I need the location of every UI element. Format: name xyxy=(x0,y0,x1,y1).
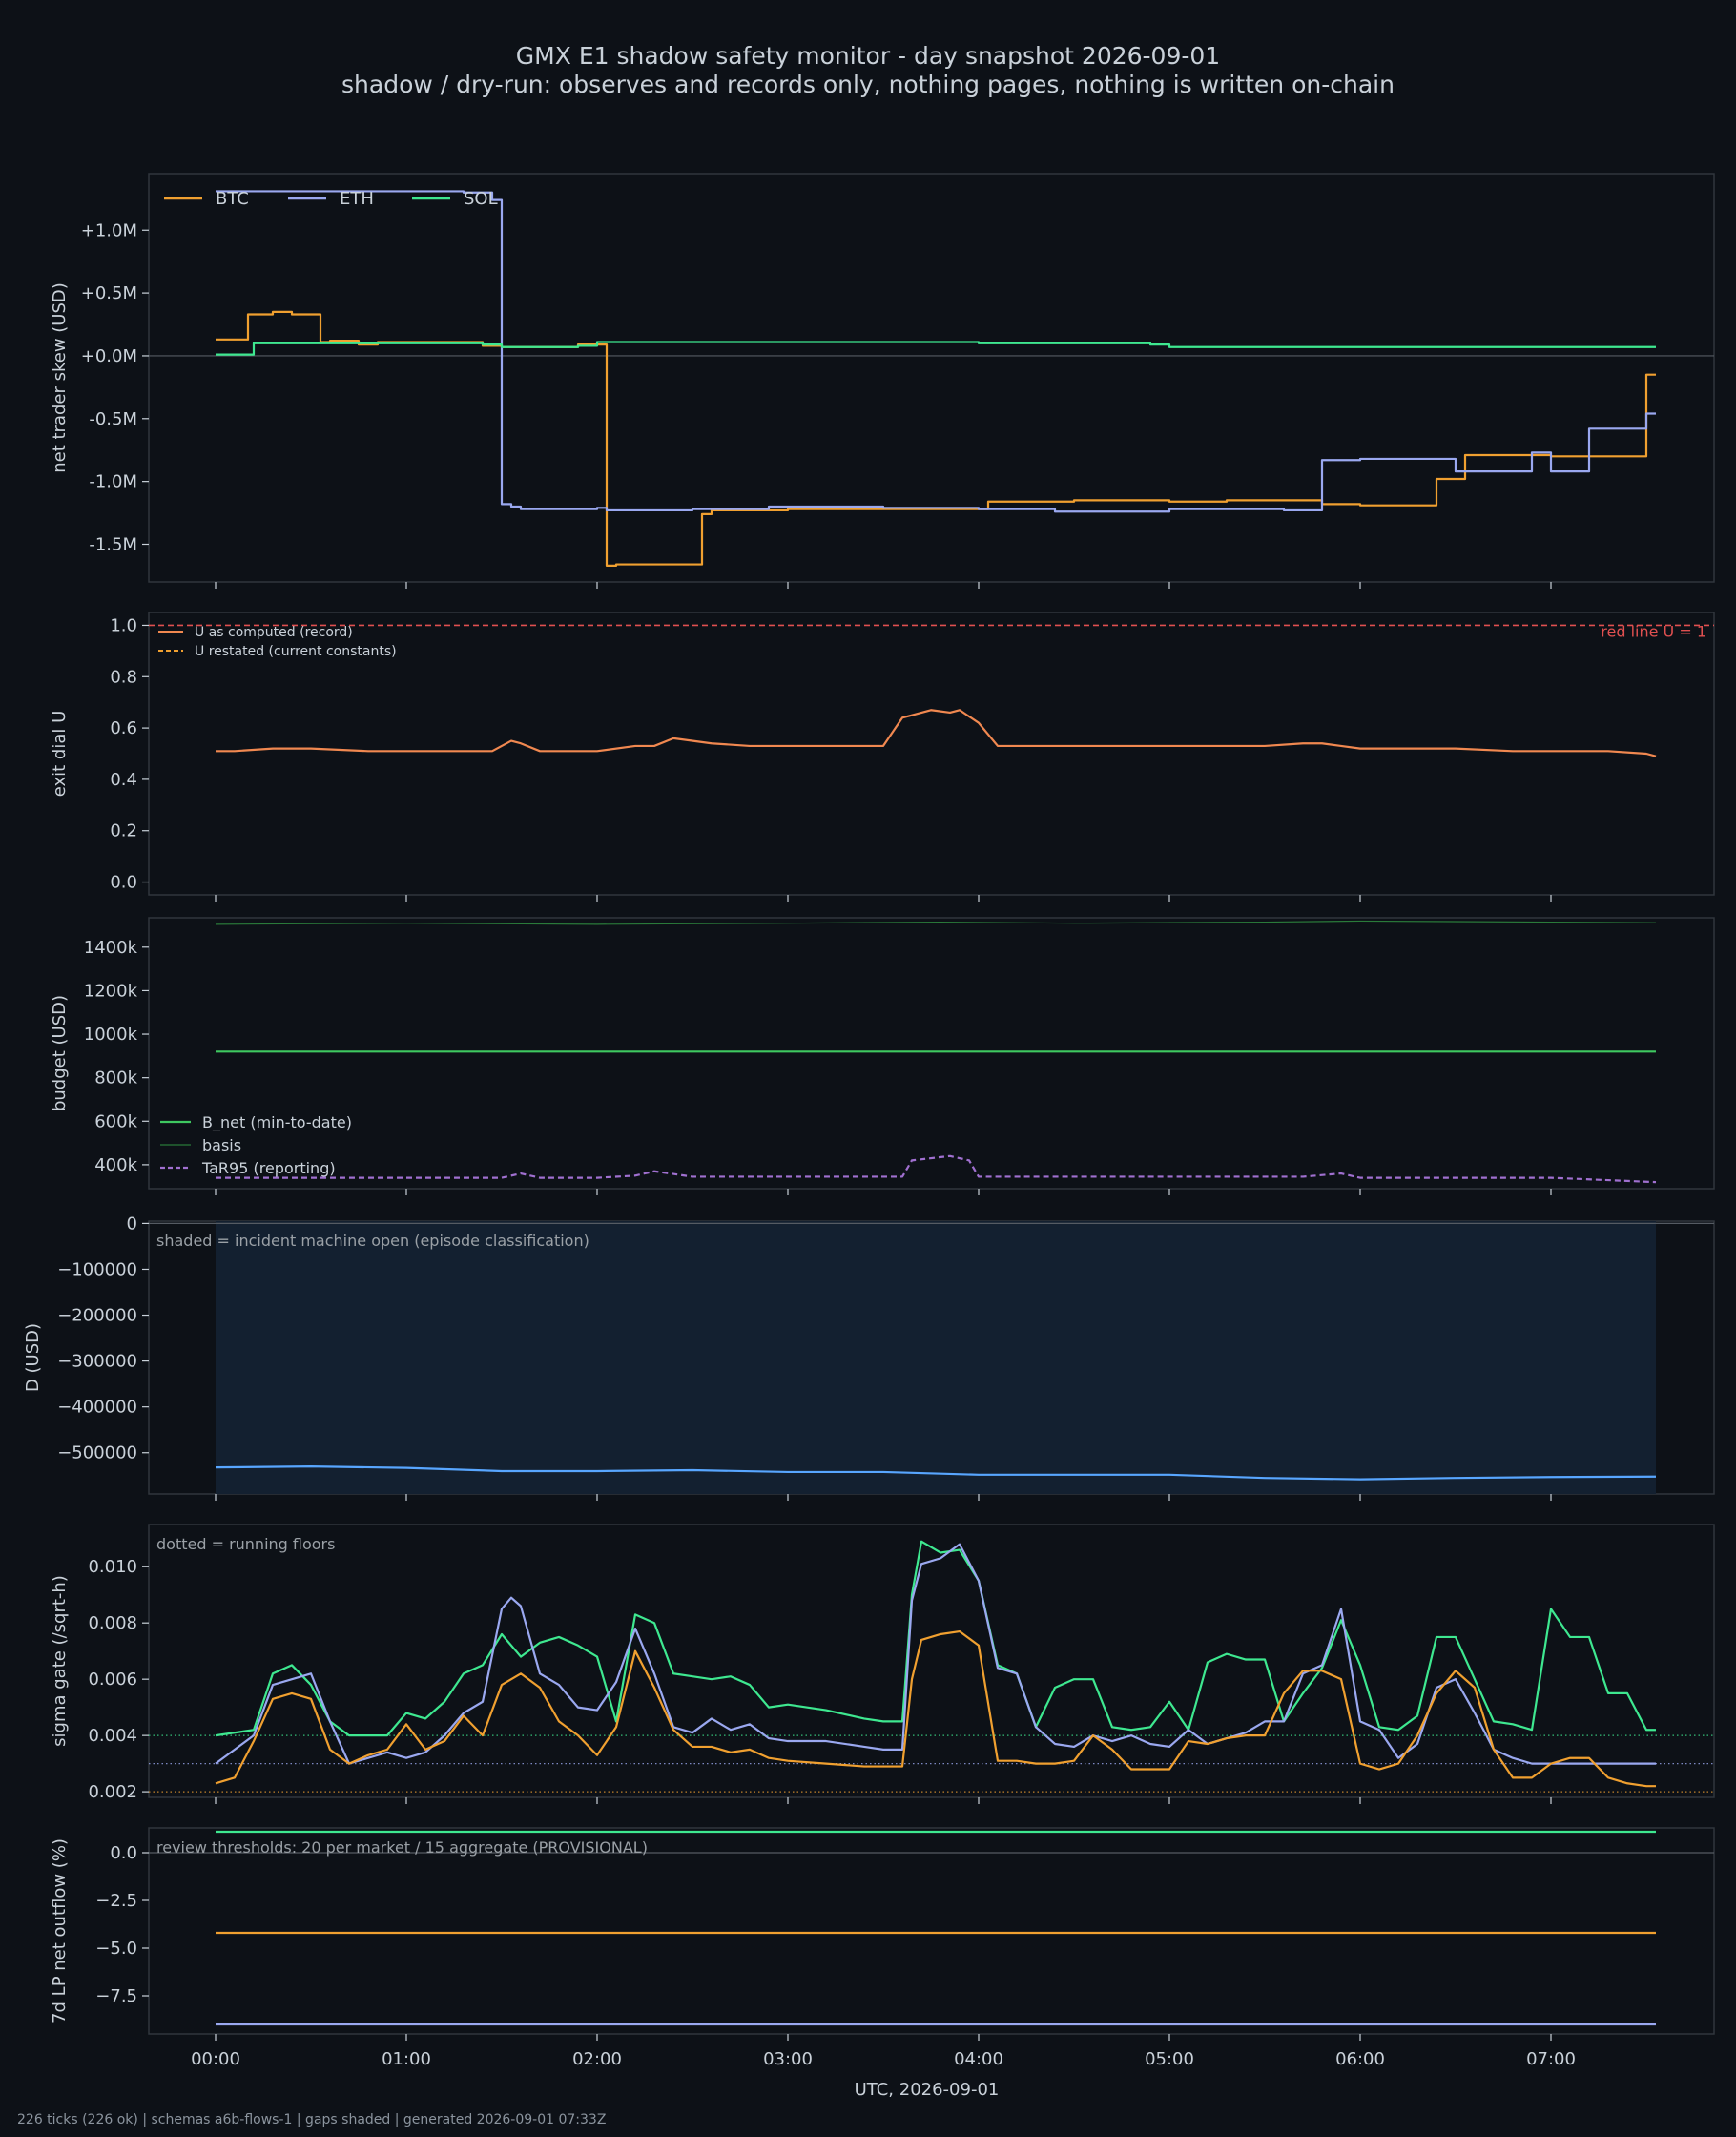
panel-frame-sigma xyxy=(148,1524,1715,1798)
ytick-label: 0.006 xyxy=(88,1670,137,1690)
ytick-label: −100000 xyxy=(57,1259,137,1279)
xtick-label: 05:00 xyxy=(1145,2049,1194,2069)
ytick-label: 0.2 xyxy=(110,821,137,841)
legend-label: ETH xyxy=(340,189,374,209)
chart-title: GMX E1 shadow safety monitor - day snaps… xyxy=(515,42,1221,70)
legend-label: B_net (min-to-date) xyxy=(202,1113,352,1132)
legend-label: SOL xyxy=(464,189,498,209)
ytick-label: 0.4 xyxy=(110,770,137,790)
legend-label: BTC xyxy=(216,189,249,209)
ytick-label: -1.5M xyxy=(89,534,137,554)
xtick-label: 03:00 xyxy=(763,2049,813,2069)
legend-label: U restated (current constants) xyxy=(195,644,397,659)
series-line-drawdown xyxy=(215,1465,1657,1481)
ytick-label: −5.0 xyxy=(95,1939,137,1959)
chart-subtitle: shadow / dry-run: observes and records o… xyxy=(341,71,1395,98)
ytick-label: 1200k xyxy=(84,981,138,1001)
panel-annotation: shaded = incident machine open (episode … xyxy=(156,1232,589,1250)
ytick-label: 0.004 xyxy=(88,1726,137,1746)
panel-frame-skew xyxy=(148,173,1715,583)
y-axis-label: exit dial U xyxy=(50,711,70,798)
ytick-label: 0.010 xyxy=(88,1557,137,1577)
legend-label: basis xyxy=(202,1136,241,1154)
y-axis-label: budget (USD) xyxy=(50,995,70,1111)
xtick-label: 06:00 xyxy=(1335,2049,1385,2069)
shaded-incident-region xyxy=(216,1221,1656,1494)
ytick-label: +0.5M xyxy=(81,283,137,303)
ytick-label: 0 xyxy=(127,1214,137,1234)
ytick-label: 1000k xyxy=(84,1025,138,1045)
red-line-label: red line U = 1 xyxy=(1601,622,1706,640)
ytick-label: 1400k xyxy=(84,938,138,958)
ytick-label: 0.002 xyxy=(88,1782,137,1802)
ytick-label: 0.0 xyxy=(110,1843,137,1863)
series-line-sol xyxy=(216,341,1656,356)
panel-annotation: dotted = running floors xyxy=(156,1535,335,1553)
ytick-label: −500000 xyxy=(57,1443,137,1463)
legend-label: U as computed (record) xyxy=(195,625,353,640)
xtick-label: 00:00 xyxy=(191,2049,240,2069)
series-line-btc xyxy=(215,1629,1656,1788)
ytick-label: -1.0M xyxy=(89,472,137,492)
legend-label: TaR95 (reporting) xyxy=(201,1159,336,1177)
series-line-btc xyxy=(216,310,1656,567)
xtick-label: 01:00 xyxy=(382,2049,431,2069)
ytick-label: +1.0M xyxy=(81,220,137,240)
ytick-label: −7.5 xyxy=(95,1986,137,2006)
footer-status: 226 ticks (226 ok) | schemas a6b-flows-1… xyxy=(17,2112,607,2127)
ytick-label: 0.6 xyxy=(110,718,137,738)
series-line-sol xyxy=(215,1540,1656,1737)
xtick-label: 02:00 xyxy=(572,2049,622,2069)
panel-frame-lp_outflow xyxy=(148,1827,1715,2035)
ytick-label: 800k xyxy=(94,1068,137,1089)
ytick-label: −300000 xyxy=(57,1352,137,1372)
xtick-label: 07:00 xyxy=(1526,2049,1576,2069)
panel-frame-exit_dial xyxy=(148,612,1715,896)
series-line-tar95-reporting- xyxy=(216,1154,1657,1184)
ytick-label: 0.008 xyxy=(88,1613,137,1633)
panel-annotation: review thresholds: 20 per market / 15 ag… xyxy=(156,1838,648,1857)
ytick-label: 600k xyxy=(94,1111,137,1131)
ytick-label: −2.5 xyxy=(95,1891,137,1911)
y-axis-label: net trader skew (USD) xyxy=(50,282,70,473)
y-axis-label: sigma gate (/sqrt-h) xyxy=(50,1575,70,1747)
ytick-label: −400000 xyxy=(57,1398,137,1418)
series-line-eth xyxy=(216,190,1656,513)
y-axis-label: 7d LP net outflow (%) xyxy=(50,1838,70,2023)
panel-frame-budget xyxy=(148,917,1715,1190)
ytick-label: 400k xyxy=(94,1155,137,1175)
xtick-label: 04:00 xyxy=(954,2049,1003,2069)
y-axis-label: D (USD) xyxy=(23,1323,43,1392)
ytick-label: -0.5M xyxy=(89,409,137,429)
ytick-label: +0.0M xyxy=(81,346,137,366)
series-line-u-as-computed-record- xyxy=(216,709,1657,757)
x-axis-label: UTC, 2026-09-01 xyxy=(855,2080,1000,2100)
series-line-basis xyxy=(215,920,1657,925)
ytick-label: 0.8 xyxy=(110,667,137,687)
ytick-label: −200000 xyxy=(57,1306,137,1326)
ytick-label: 0.0 xyxy=(110,873,137,893)
ytick-label: 1.0 xyxy=(110,615,137,635)
